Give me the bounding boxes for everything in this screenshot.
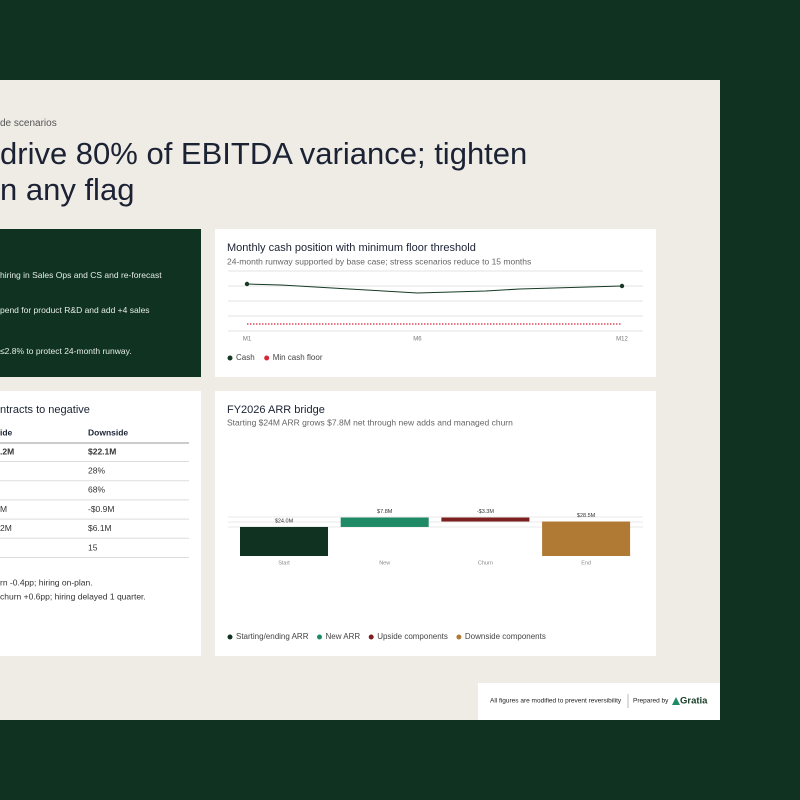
column-header: Downside	[88, 427, 128, 437]
x-tick-label: End	[581, 560, 591, 566]
x-tick-label: Churn	[478, 560, 493, 566]
card	[0, 391, 201, 656]
footer-box	[478, 683, 720, 720]
cell: 2M	[0, 523, 12, 533]
chart-subtitle: 24-month runway supported by base case; …	[227, 256, 531, 266]
action-item: pend for product R&D and add +4 sales	[0, 305, 150, 315]
cell: .2M	[0, 446, 14, 456]
x-tick-label: M6	[413, 337, 422, 343]
bar	[542, 521, 631, 556]
point	[619, 283, 625, 289]
note: churn +0.6pp; hiring delayed 1 quarter.	[0, 591, 146, 601]
eyebrow: de scenarios	[0, 118, 57, 129]
bar	[340, 517, 429, 527]
x-tick-label: M12	[616, 337, 628, 343]
card	[215, 229, 656, 377]
cell: -$0.9M	[88, 504, 114, 514]
legend-swatch	[317, 634, 322, 640]
data-label: -$3.3M	[477, 509, 495, 515]
prepared-by: Prepared by	[633, 698, 669, 705]
chart-title: Monthly cash position with minimum floor…	[227, 242, 476, 254]
cell: 68%	[88, 485, 105, 495]
disclaimer: All figures are modified to prevent reve…	[490, 698, 622, 705]
legend-label: Min cash floor	[273, 353, 323, 362]
x-tick-label: New	[379, 560, 390, 566]
cell: $22.1M	[88, 446, 116, 456]
action-card	[0, 229, 201, 377]
point	[244, 281, 250, 287]
legend-swatch	[264, 355, 270, 361]
legend-label: Cash	[236, 353, 255, 362]
legend-swatch	[227, 634, 233, 640]
data-label: $7.8M	[377, 509, 393, 515]
x-tick-label: Start	[278, 560, 290, 566]
bar	[240, 526, 328, 556]
legend-swatch	[368, 634, 374, 640]
column-header: ide	[0, 427, 13, 437]
logo-icon	[672, 697, 680, 705]
chart-title: FY2026 ARR bridge	[227, 404, 325, 416]
legend-label: Downside components	[465, 632, 546, 641]
legend-label: New ARR	[326, 632, 361, 641]
note: rn -0.4pp; hiring on-plan.	[0, 577, 93, 587]
cell: M	[0, 504, 7, 514]
action-item: hiring in Sales Ops and CS and re-foreca…	[0, 270, 162, 280]
line	[246, 283, 623, 294]
bar	[441, 517, 530, 522]
brand: Gratia	[680, 696, 708, 707]
x-tick-label: M1	[243, 337, 252, 343]
data-label: $28.5M	[577, 513, 596, 519]
legend-swatch	[227, 355, 233, 361]
chart-subtitle: Starting $24M ARR grows $7.8M net throug…	[227, 417, 513, 427]
legend-swatch	[456, 634, 462, 640]
legend-label: Starting/ending ARR	[236, 632, 309, 641]
title: n any flag	[0, 172, 135, 207]
data-label: $24.0M	[275, 518, 294, 524]
title: drive 80% of EBITDA variance; tighten	[0, 136, 528, 171]
legend-label: Upside components	[377, 632, 448, 641]
cell: 28%	[88, 465, 105, 475]
cell: 15	[88, 542, 98, 552]
action-item: ≤2.8% to protect 24-month runway.	[0, 346, 132, 356]
cell: $6.1M	[88, 523, 112, 533]
table-title: ntracts to negative	[0, 404, 90, 416]
